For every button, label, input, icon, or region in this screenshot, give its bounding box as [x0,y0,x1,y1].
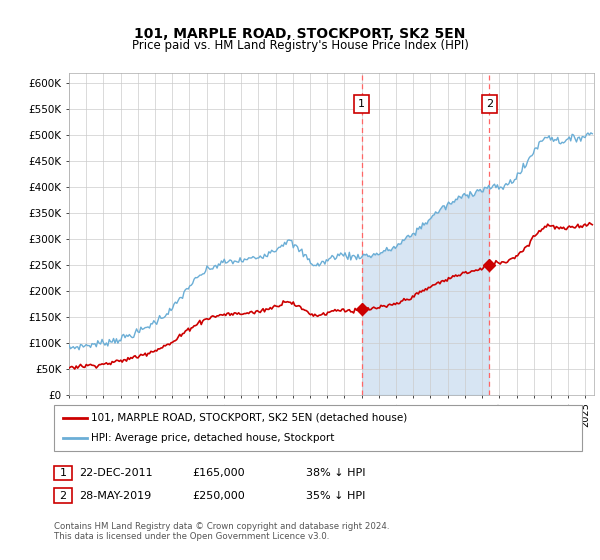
Text: £165,000: £165,000 [192,468,245,478]
Text: 1: 1 [358,99,365,109]
Text: 38% ↓ HPI: 38% ↓ HPI [306,468,365,478]
Text: 35% ↓ HPI: 35% ↓ HPI [306,491,365,501]
Text: Contains HM Land Registry data © Crown copyright and database right 2024.
This d: Contains HM Land Registry data © Crown c… [54,522,389,542]
Text: 22-DEC-2011: 22-DEC-2011 [79,468,153,478]
Text: £250,000: £250,000 [192,491,245,501]
Text: 2: 2 [59,491,67,501]
Text: HPI: Average price, detached house, Stockport: HPI: Average price, detached house, Stoc… [91,433,335,443]
Text: 101, MARPLE ROAD, STOCKPORT, SK2 5EN: 101, MARPLE ROAD, STOCKPORT, SK2 5EN [134,27,466,41]
Text: 28-MAY-2019: 28-MAY-2019 [79,491,151,501]
Text: 2: 2 [486,99,493,109]
Text: 1: 1 [59,468,67,478]
Text: 101, MARPLE ROAD, STOCKPORT, SK2 5EN (detached house): 101, MARPLE ROAD, STOCKPORT, SK2 5EN (de… [91,413,407,423]
Text: Price paid vs. HM Land Registry's House Price Index (HPI): Price paid vs. HM Land Registry's House … [131,39,469,52]
